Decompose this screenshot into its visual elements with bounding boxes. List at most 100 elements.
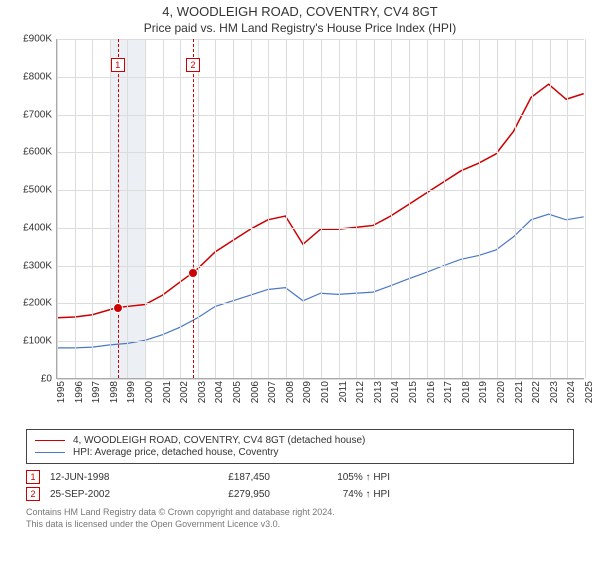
transaction-date: 25-SEP-2002: [50, 489, 160, 500]
legend-swatch: [35, 440, 65, 441]
gridline-v: [180, 39, 181, 378]
transaction-price: £279,950: [170, 489, 270, 500]
transaction-row: 2 25-SEP-2002 £279,950 74% ↑ HPI: [26, 487, 574, 501]
gridline-v: [497, 39, 498, 378]
gridline-v: [321, 39, 322, 378]
x-axis: 1995 1996 1997 1998 1999 2000 2001 2002 2003 2004…: [56, 379, 584, 429]
transaction-vline: [118, 39, 119, 378]
gridline-v: [286, 39, 287, 378]
x-tick-label: 2017: [443, 381, 454, 403]
chart-title: 4, WOODLEIGH ROAD, COVENTRY, CV4 8GT: [0, 4, 600, 19]
x-tick-label: 2018: [461, 381, 472, 403]
x-tick-label: 1999: [126, 381, 137, 403]
y-tick-label: £200K: [23, 298, 52, 309]
x-tick-label: 2011: [338, 381, 349, 403]
y-tick-label: £400K: [23, 222, 52, 233]
y-tick-label: £300K: [23, 260, 52, 271]
x-tick-label: 2000: [144, 381, 155, 403]
x-tick-label: 2013: [373, 381, 384, 403]
chart-subtitle: Price paid vs. HM Land Registry's House …: [0, 21, 600, 35]
transaction-marker: 1: [26, 470, 40, 484]
legend-label: HPI: Average price, detached house, Cove…: [73, 447, 279, 458]
footer: Contains HM Land Registry data © Crown c…: [26, 507, 574, 530]
gridline-v: [427, 39, 428, 378]
legend-item: HPI: Average price, detached house, Cove…: [35, 447, 565, 458]
legend-label: 4, WOODLEIGH ROAD, COVENTRY, CV4 8GT (de…: [73, 435, 365, 446]
gridline-v: [374, 39, 375, 378]
x-tick-label: 1998: [109, 381, 120, 403]
footer-line1: Contains HM Land Registry data © Crown c…: [26, 507, 574, 519]
y-tick-label: £0: [41, 374, 52, 385]
y-axis: £0£100K£200K£300K£400K£500K£600K£700K£80…: [10, 39, 54, 379]
footer-line2: This data is licensed under the Open Gov…: [26, 519, 574, 531]
x-tick-label: 2014: [390, 381, 401, 403]
transaction-row: 1 12-JUN-1998 £187,450 105% ↑ HPI: [26, 470, 574, 484]
gridline-v: [391, 39, 392, 378]
x-tick-label: 2016: [426, 381, 437, 403]
annotation-marker: 2: [186, 58, 200, 72]
gridline-v: [251, 39, 252, 378]
y-tick-label: £700K: [23, 109, 52, 120]
y-tick-label: £500K: [23, 185, 52, 196]
transaction-point: [188, 268, 198, 278]
x-tick-label: 2019: [478, 381, 489, 403]
gridline-v: [163, 39, 164, 378]
gridline-v: [268, 39, 269, 378]
gridline-v: [532, 39, 533, 378]
transaction-date: 12-JUN-1998: [50, 472, 160, 483]
gridline-v: [479, 39, 480, 378]
gridline-v: [356, 39, 357, 378]
x-tick-label: 2015: [408, 381, 419, 403]
gridline-v: [339, 39, 340, 378]
gridline-v: [444, 39, 445, 378]
chart-area: £0£100K£200K£300K£400K£500K£600K£700K£80…: [10, 39, 590, 429]
gridline-v: [409, 39, 410, 378]
gridline-v: [215, 39, 216, 378]
x-tick-label: 2003: [197, 381, 208, 403]
gridline-v: [127, 39, 128, 378]
legend-swatch: [35, 452, 65, 453]
y-tick-label: £100K: [23, 336, 52, 347]
transactions-table: 1 12-JUN-1998 £187,450 105% ↑ HPI 2 25-SEP-20…: [26, 470, 574, 501]
transaction-price: £187,450: [170, 472, 270, 483]
x-tick-label: 1996: [74, 381, 85, 403]
x-tick-label: 2009: [302, 381, 313, 403]
transaction-point: [113, 303, 123, 313]
transaction-ratio: 74% ↑ HPI: [280, 489, 390, 500]
legend: 4, WOODLEIGH ROAD, COVENTRY, CV4 8GT (de…: [26, 429, 574, 464]
gridline-v: [57, 39, 58, 378]
x-tick-label: 1995: [56, 381, 67, 403]
x-tick-label: 2024: [566, 381, 577, 403]
gridline-v: [75, 39, 76, 378]
gridline-v: [462, 39, 463, 378]
transaction-vline: [193, 39, 194, 378]
x-tick-label: 2006: [250, 381, 261, 403]
y-tick-label: £600K: [23, 147, 52, 158]
x-tick-label: 2001: [162, 381, 173, 403]
plot-area: 12: [56, 39, 584, 379]
y-tick-label: £900K: [23, 34, 52, 45]
gridline-v: [110, 39, 111, 378]
gridline-v: [585, 39, 586, 378]
x-tick-label: 2008: [285, 381, 296, 403]
gridline-v: [233, 39, 234, 378]
transaction-ratio: 105% ↑ HPI: [280, 472, 390, 483]
x-tick-label: 2004: [214, 381, 225, 403]
annotation-marker: 1: [111, 58, 125, 72]
gridline-v: [515, 39, 516, 378]
x-tick-label: 2023: [549, 381, 560, 403]
x-tick-label: 2007: [267, 381, 278, 403]
x-tick-label: 2022: [531, 381, 542, 403]
x-tick-label: 1997: [91, 381, 102, 403]
x-tick-label: 2002: [179, 381, 190, 403]
x-tick-label: 2020: [496, 381, 507, 403]
x-tick-label: 2021: [514, 381, 525, 403]
gridline-v: [567, 39, 568, 378]
gridline-v: [198, 39, 199, 378]
gridline-v: [145, 39, 146, 378]
transaction-marker: 2: [26, 487, 40, 501]
x-tick-label: 2005: [232, 381, 243, 403]
gridline-v: [92, 39, 93, 378]
x-tick-label: 2010: [320, 381, 331, 403]
gridline-v: [303, 39, 304, 378]
